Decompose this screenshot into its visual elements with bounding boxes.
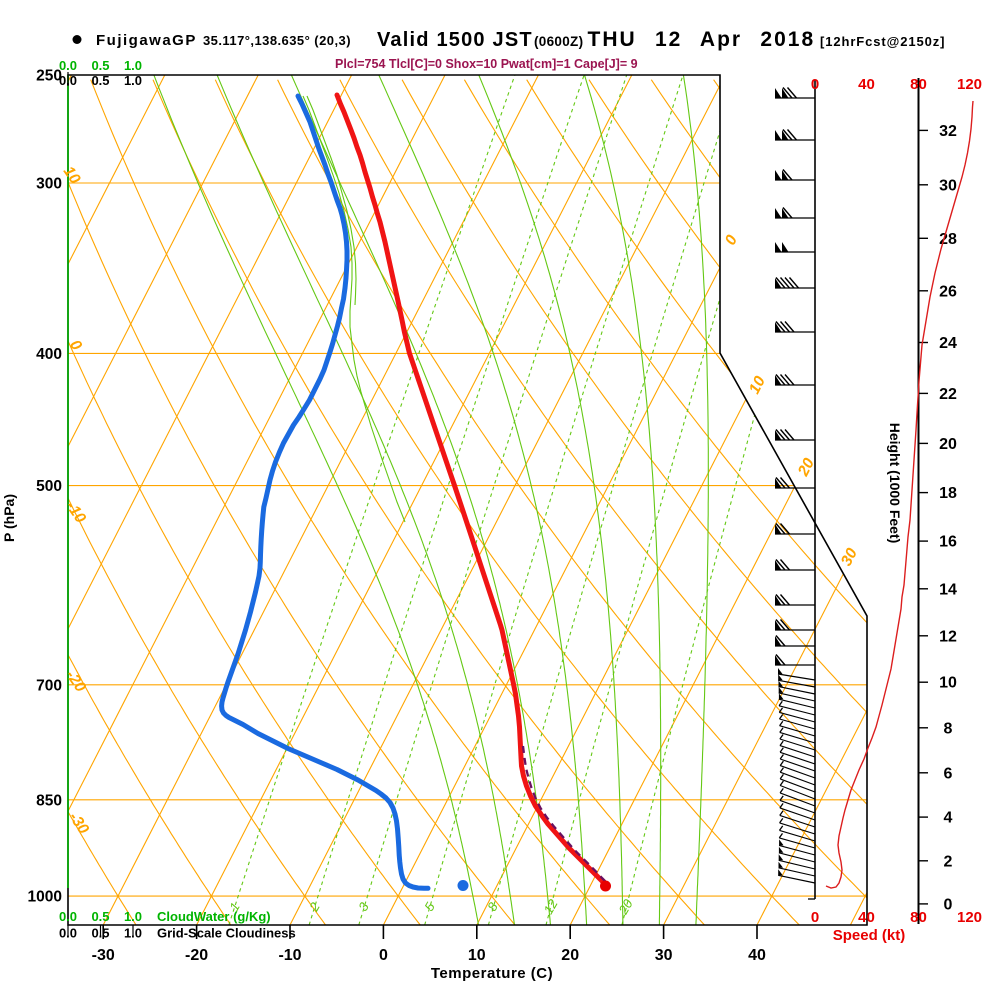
svg-text:(0600Z): (0600Z) — [534, 34, 583, 49]
svg-text:Temperature (C): Temperature (C) — [431, 965, 553, 982]
svg-text:0: 0 — [379, 947, 388, 964]
svg-text:80: 80 — [910, 76, 927, 93]
svg-text:16: 16 — [939, 534, 957, 551]
svg-text:FujigawaGP: FujigawaGP — [96, 32, 197, 49]
svg-text:18: 18 — [939, 485, 957, 502]
svg-text:24: 24 — [939, 335, 957, 352]
svg-text:Height (1000 Feet): Height (1000 Feet) — [887, 423, 903, 544]
svg-text:Valid 1500 JST: Valid 1500 JST — [377, 29, 533, 51]
svg-text:[12hrFcst@2150z]: [12hrFcst@2150z] — [820, 34, 945, 49]
svg-text:20: 20 — [939, 436, 957, 453]
svg-text:40: 40 — [858, 76, 875, 93]
svg-text:1.0: 1.0 — [124, 58, 142, 73]
svg-text:250: 250 — [36, 68, 62, 85]
svg-text:40: 40 — [748, 947, 766, 964]
svg-text:CloudWater (g/Kg): CloudWater (g/Kg) — [157, 909, 271, 924]
svg-text:0: 0 — [811, 76, 819, 93]
svg-text:40: 40 — [858, 909, 875, 926]
svg-text:0.5: 0.5 — [91, 909, 109, 924]
svg-text:14: 14 — [939, 581, 957, 598]
svg-text:0: 0 — [944, 896, 953, 913]
svg-text:120: 120 — [957, 76, 982, 93]
svg-text:400: 400 — [36, 346, 62, 363]
svg-text:20: 20 — [561, 947, 579, 964]
svg-text:-10: -10 — [278, 947, 301, 964]
svg-text:28: 28 — [939, 231, 957, 248]
svg-text:26: 26 — [939, 283, 957, 300]
svg-text:8: 8 — [944, 720, 953, 737]
svg-text:80: 80 — [910, 909, 927, 926]
svg-text:30: 30 — [838, 545, 861, 568]
svg-text:300: 300 — [36, 176, 62, 193]
svg-text:30: 30 — [655, 947, 673, 964]
svg-text:700: 700 — [36, 677, 62, 694]
svg-text:10: 10 — [746, 373, 769, 396]
svg-text:Plcl=754 Tlcl[C]=0 Shox=10 Pwa: Plcl=754 Tlcl[C]=0 Shox=10 Pwat[cm]=1 Ca… — [335, 57, 638, 71]
svg-text:12: 12 — [939, 628, 957, 645]
svg-text:1.0: 1.0 — [124, 909, 142, 924]
svg-text:0.0: 0.0 — [59, 58, 77, 73]
svg-text:850: 850 — [36, 792, 62, 809]
svg-text:1.0: 1.0 — [124, 73, 142, 88]
svg-text:Grid-Scale Cloudiness: Grid-Scale Cloudiness — [157, 926, 296, 941]
svg-text:6: 6 — [944, 765, 953, 782]
svg-text:32: 32 — [939, 123, 957, 140]
svg-text:0.5: 0.5 — [91, 73, 109, 88]
svg-text:Speed (kt): Speed (kt) — [833, 927, 906, 944]
svg-text:30: 30 — [939, 177, 957, 194]
svg-text:10: 10 — [468, 947, 486, 964]
svg-text:20: 20 — [615, 896, 636, 918]
svg-text:0: 0 — [811, 909, 819, 926]
svg-text:500: 500 — [36, 478, 62, 495]
svg-text:22: 22 — [939, 386, 957, 403]
svg-text:-30: -30 — [92, 947, 115, 964]
svg-text:20: 20 — [794, 455, 818, 479]
svg-text:-20: -20 — [185, 947, 208, 964]
svg-text:120: 120 — [957, 909, 982, 926]
svg-text:THU 12 Apr 2018: THU 12 Apr 2018 — [588, 28, 816, 51]
svg-text:1000: 1000 — [28, 889, 62, 906]
svg-text:35.117°,138.635° (20,3): 35.117°,138.635° (20,3) — [203, 33, 351, 48]
svg-text:0.5: 0.5 — [91, 58, 109, 73]
svg-text:P (hPa): P (hPa) — [1, 494, 17, 542]
svg-text:0.0: 0.0 — [59, 909, 77, 924]
svg-text:2: 2 — [944, 853, 953, 870]
svg-text:4: 4 — [944, 810, 953, 827]
svg-text:10: 10 — [939, 675, 957, 692]
